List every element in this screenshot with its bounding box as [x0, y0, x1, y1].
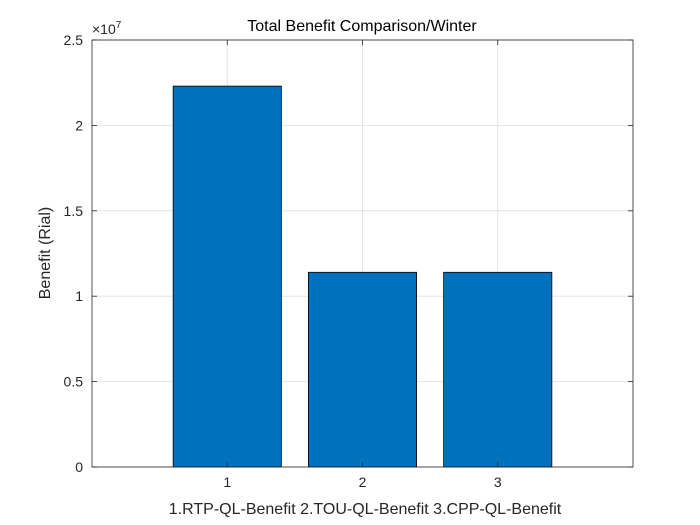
axis-ticks: 1 2 3 0 0.5 1 1.5 2 2.5 — [64, 32, 633, 490]
y-axis-title: Benefit (Rial) — [37, 207, 54, 299]
x-tick-label-1: 1 — [223, 474, 231, 490]
y-tick-label-2: 1 — [75, 288, 83, 304]
y-tick-label-3: 1.5 — [64, 203, 84, 219]
bars — [172, 85, 553, 468]
y-tick-label-1: 0.5 — [64, 374, 84, 390]
bar-2 — [307, 271, 417, 468]
x-tick-label-3: 3 — [494, 474, 502, 490]
bar-3 — [443, 271, 553, 468]
y-tick-label-4: 2 — [75, 117, 83, 133]
x-axis-title: 1.RTP-QL-Benefit 2.TOU-QL-Benefit 3.CPP-… — [169, 501, 562, 518]
chart-title: Total Benefit Comparison/Winter — [247, 18, 477, 35]
y-tick-label-5: 2.5 — [64, 32, 84, 48]
bar-1 — [172, 85, 282, 468]
y-axis-exponent: ×107 — [92, 20, 122, 37]
x-tick-label-2: 2 — [359, 474, 367, 490]
y-tick-label-0: 0 — [75, 459, 83, 475]
